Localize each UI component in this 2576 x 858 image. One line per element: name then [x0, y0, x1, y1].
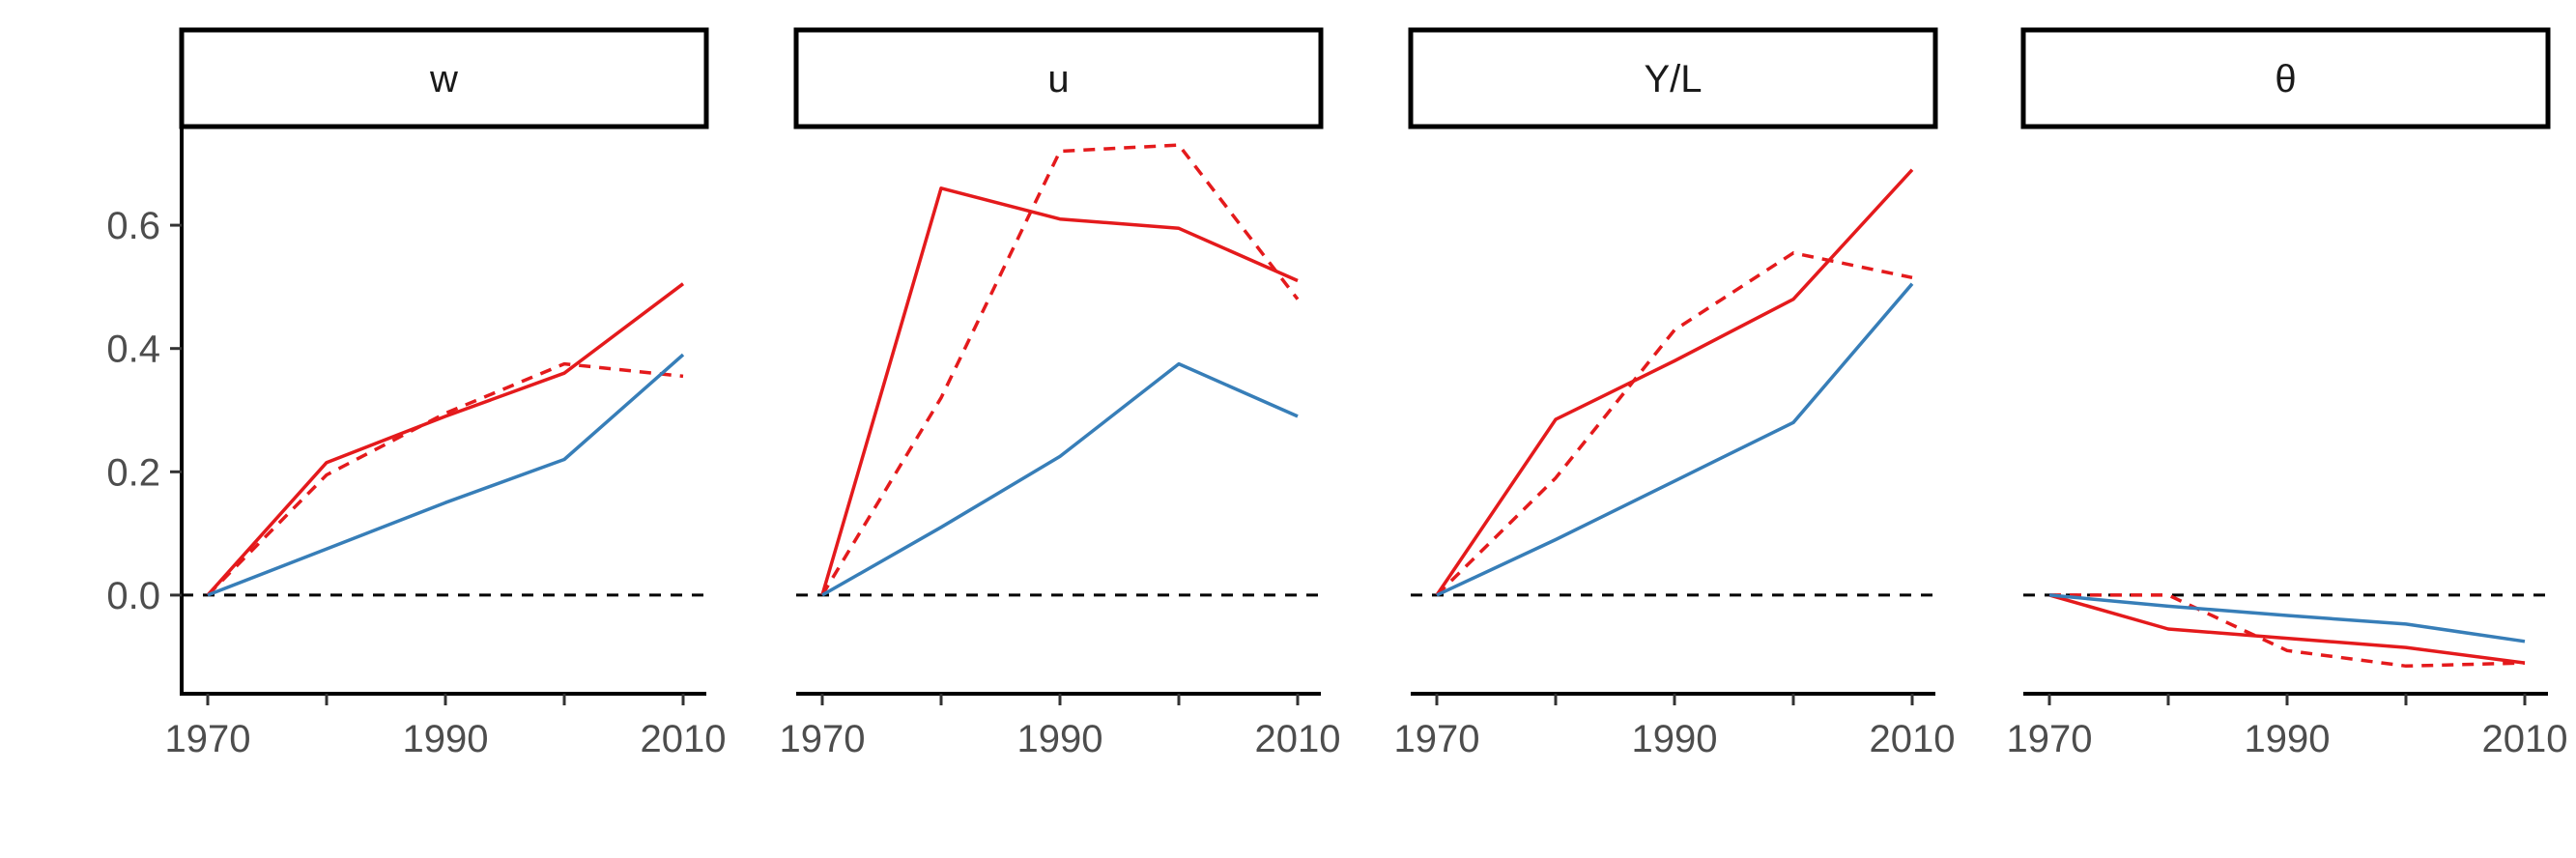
panel: Y/L 1970 1990 2010 — [1394, 27, 1956, 760]
series-line-red-solid — [206, 282, 685, 597]
y-tick-label: 0.4 — [106, 329, 160, 371]
facet-strip — [179, 27, 709, 129]
facet-title: Y/L — [1644, 58, 1702, 100]
x-tick-label: 1970 — [1394, 718, 1480, 760]
series-line-red-dashed — [2049, 593, 2526, 669]
series-line-blue-solid — [821, 361, 1299, 597]
panel: u 1970 1990 2010 — [780, 27, 1341, 760]
x-tick-label: 2010 — [641, 718, 727, 760]
series-line-blue-solid — [207, 353, 685, 597]
panel: θ 1970 1990 2010 — [2007, 27, 2568, 760]
facet-title: θ — [2275, 58, 2296, 100]
x-tick-label: 1970 — [165, 718, 251, 760]
panels: w 1970 1990 2010 u 1970 1990 2010 Y/L 1970 1990 201… — [165, 27, 2568, 760]
facet-title: w — [429, 58, 458, 100]
y-tick-label: 0.2 — [106, 451, 160, 494]
series-line-red-dashed — [206, 361, 684, 597]
series-line-red-dashed — [1435, 251, 1913, 597]
x-tick-label: 1990 — [2245, 718, 2331, 760]
series-line-red-solid — [820, 186, 1299, 596]
facet-strip — [1408, 27, 1938, 129]
facet-strip — [2020, 27, 2551, 129]
y-axis: 0.0 0.2 0.4 0.6 — [106, 127, 184, 696]
x-tick-label: 1990 — [1632, 718, 1718, 760]
series-line-red-solid — [1435, 168, 1914, 596]
x-tick-label: 1990 — [1017, 718, 1103, 760]
x-tick-label: 2010 — [1255, 718, 1341, 760]
x-tick-label: 2010 — [1870, 718, 1956, 760]
panel: w 1970 1990 2010 — [165, 27, 727, 760]
series-line-blue-solid — [2048, 593, 2526, 644]
x-tick-label: 1970 — [780, 718, 866, 760]
facet-strip — [793, 27, 1324, 129]
x-tick-label: 1970 — [2007, 718, 2093, 760]
y-tick-label: 0.6 — [106, 205, 160, 247]
x-tick-label: 2010 — [2482, 718, 2568, 760]
facet-title: u — [1047, 58, 1069, 100]
series-line-red-dashed — [820, 143, 1300, 596]
series-line-blue-solid — [1436, 282, 1914, 597]
y-tick-label: 0.0 — [106, 575, 160, 617]
x-tick-label: 1990 — [403, 718, 489, 760]
series-line-red-solid — [2048, 593, 2526, 665]
